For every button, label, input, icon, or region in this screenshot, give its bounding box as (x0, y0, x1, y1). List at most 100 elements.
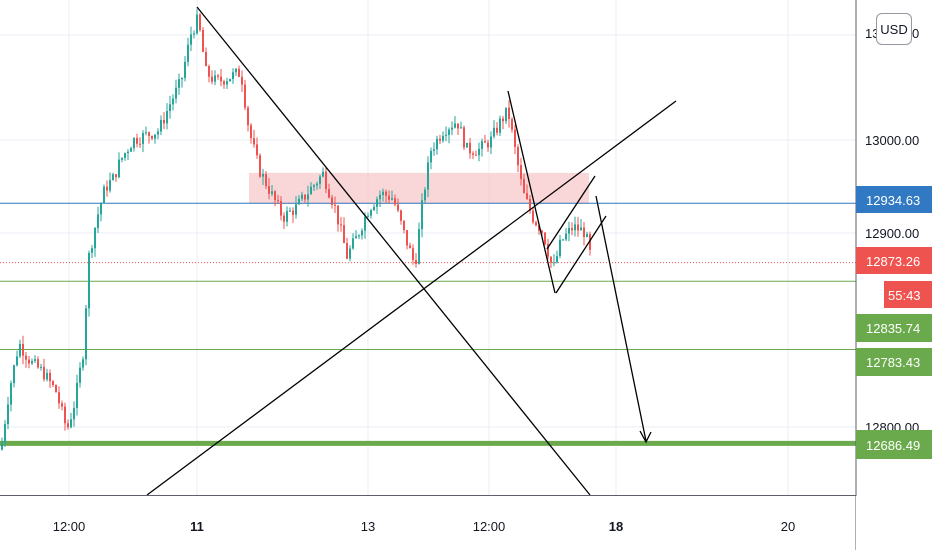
candle-body-23 (70, 419, 72, 428)
candle-body-116 (349, 248, 351, 259)
candle-body-8 (25, 355, 27, 360)
candle-body-167 (502, 118, 504, 122)
candle-body-173 (520, 165, 522, 179)
candle-body-165 (496, 127, 498, 133)
descending-trendline (196, 6, 591, 496)
price-tag-blue: 12934.63 (856, 186, 932, 213)
candle-body-75 (226, 81, 228, 85)
candle-body-125 (376, 199, 378, 207)
candle-body-71 (214, 75, 216, 82)
candle-body-134 (403, 220, 405, 231)
svg-text:12783.43: 12783.43 (866, 355, 920, 370)
candle-body-157 (472, 153, 474, 155)
candle-body-142 (427, 162, 429, 190)
candle-body-123 (370, 210, 372, 216)
candle-body-21 (64, 406, 66, 424)
candle-body-119 (358, 235, 360, 237)
candle-body-105 (316, 183, 318, 186)
candle-body-55 (166, 110, 168, 124)
candle-body-193 (580, 227, 582, 231)
candle-body-70 (211, 76, 213, 82)
candle-body-44 (133, 137, 135, 149)
candle-body-177 (532, 210, 534, 223)
candle-body-88 (265, 174, 267, 187)
candle-body-41 (124, 153, 126, 158)
candle-body-163 (490, 136, 492, 148)
candle-body-60 (181, 77, 183, 80)
candle-body-166 (499, 118, 501, 133)
time-tick-4: 12:00 (473, 519, 506, 534)
candle-body-101 (304, 194, 306, 200)
candle-body-131 (394, 198, 396, 205)
candle-body-19 (58, 392, 60, 404)
time-axis[interactable]: 12:00 11 13 12:00 18 20 (53, 519, 796, 534)
candle-body-69 (208, 66, 210, 77)
candle-body-86 (259, 155, 261, 177)
candle-body-79 (238, 68, 240, 77)
candle-body-95 (286, 211, 288, 222)
candle-body-185 (556, 256, 558, 263)
candle-body-191 (574, 224, 576, 231)
candle-body-195 (586, 234, 588, 237)
candle-body-22 (67, 423, 69, 428)
currency-badge[interactable]: USD (876, 13, 912, 45)
candle-body-74 (223, 81, 225, 85)
candle-body-151 (454, 123, 456, 128)
candle-body-122 (367, 215, 369, 217)
candle-body-37 (112, 174, 114, 181)
candle-body-14 (43, 366, 45, 380)
candle-body-186 (559, 239, 561, 257)
candle-body-196 (589, 234, 591, 250)
candle-body-40 (121, 157, 123, 160)
candle-body-76 (229, 79, 231, 82)
candle-body-51 (154, 134, 156, 139)
candle-body-33 (100, 203, 102, 215)
candle-body-89 (268, 186, 270, 194)
candle-body-178 (535, 222, 537, 226)
candle-body-90 (271, 191, 273, 194)
price-tags: 12934.63 12873.26 55:43 12835.74 12783.4… (856, 186, 932, 459)
candle-body-78 (235, 68, 237, 73)
candle-body-183 (550, 256, 552, 263)
candle-body-143 (430, 150, 432, 163)
candle-body-153 (460, 127, 462, 129)
candle-body-11 (34, 359, 36, 362)
candle-body-132 (397, 204, 399, 211)
candle-body-117 (352, 238, 354, 249)
candle-body-175 (526, 193, 528, 199)
candle-body-149 (448, 129, 450, 135)
candle-body-56 (169, 104, 171, 111)
price-tag-current: 12873.26 (856, 247, 932, 274)
candlesticks (1, 8, 591, 451)
candle-body-0 (1, 442, 3, 450)
candle-body-100 (301, 194, 303, 199)
candle-body-184 (553, 262, 555, 264)
candle-body-49 (148, 132, 150, 136)
candle-body-147 (442, 135, 444, 141)
candle-body-108 (325, 171, 327, 190)
candle-body-194 (583, 227, 585, 237)
candle-body-65 (196, 14, 198, 34)
candle-body-174 (523, 178, 525, 194)
candle-body-61 (184, 61, 186, 78)
candle-body-137 (412, 248, 414, 261)
price-tag-green-3: 12686.49 (856, 430, 932, 459)
time-tick-5: 18 (609, 519, 623, 534)
candle-body-161 (484, 141, 486, 143)
candle-body-52 (157, 131, 159, 135)
svg-text:12934.63: 12934.63 (866, 193, 920, 208)
candle-body-5 (16, 356, 18, 366)
candle-body-136 (409, 245, 411, 249)
price-tick-13000: 13000.00 (865, 133, 919, 148)
candle-body-48 (145, 132, 147, 134)
candle-body-110 (331, 197, 333, 205)
candle-body-128 (385, 191, 387, 196)
candle-body-168 (505, 107, 507, 122)
candle-body-138 (415, 260, 417, 264)
time-tick-1: 12:00 (53, 519, 86, 534)
candle-body-16 (49, 372, 51, 382)
candle-body-141 (424, 189, 426, 201)
candle-body-80 (241, 76, 243, 85)
candle-body-57 (172, 98, 174, 105)
